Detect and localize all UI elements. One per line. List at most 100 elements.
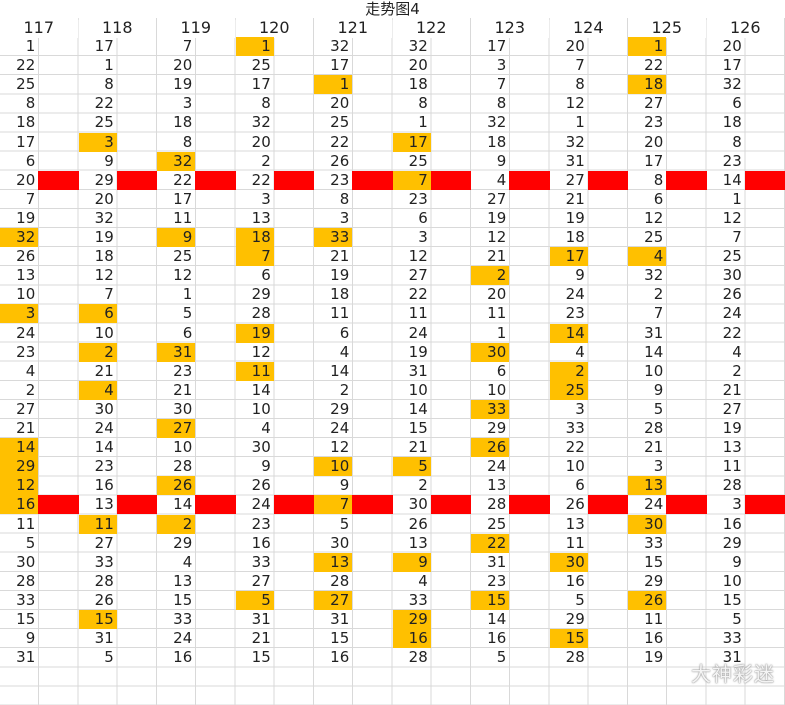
number: 11 [330, 304, 350, 323]
number: 19 [94, 228, 114, 246]
red-marker [509, 495, 550, 515]
highlighted-number: 7 [314, 495, 353, 515]
number: 32 [94, 208, 114, 227]
highlighted-number: 2 [471, 266, 510, 286]
number: 21 [408, 438, 428, 457]
number: 10 [565, 457, 585, 476]
number: 16 [644, 629, 664, 648]
number: 17 [722, 56, 742, 75]
number: 20 [173, 56, 193, 75]
number: 32 [408, 37, 428, 55]
period-header: 124 [549, 18, 627, 38]
highlighted-number: 31 [157, 342, 196, 362]
number: 7 [732, 228, 742, 246]
number: 10 [722, 571, 742, 590]
number: 31 [722, 648, 742, 667]
number: 20 [722, 37, 742, 55]
number: 7 [25, 189, 36, 208]
number: 14 [94, 438, 114, 457]
red-marker [430, 170, 471, 190]
number: 15 [408, 419, 428, 437]
number: 19 [722, 419, 742, 437]
number: 16 [251, 533, 271, 552]
highlighted-number: 11 [235, 361, 274, 381]
highlighted-number: 1 [628, 37, 667, 57]
number: 21 [94, 361, 114, 380]
highlighted-number: 1 [235, 37, 274, 57]
number: 22 [16, 56, 36, 75]
number: 4 [732, 342, 742, 361]
number: 8 [575, 75, 585, 94]
number: 29 [330, 399, 350, 418]
red-marker [666, 170, 707, 190]
number: 30 [330, 533, 350, 552]
highlighted-number: 4 [78, 380, 117, 400]
number: 6 [261, 266, 271, 285]
number: 29 [487, 419, 507, 437]
number: 7 [653, 304, 664, 323]
red-marker [273, 495, 314, 515]
number: 12 [722, 208, 742, 227]
number: 23 [722, 151, 742, 170]
highlighted-number: 17 [392, 132, 431, 152]
red-marker [430, 495, 471, 515]
highlighted-number: 16 [392, 629, 431, 649]
number: 32 [722, 75, 742, 94]
number: 26 [16, 247, 36, 266]
number: 20 [408, 56, 428, 75]
number: 3 [575, 399, 585, 418]
number: 7 [496, 75, 507, 94]
number: 10 [644, 361, 664, 380]
watermark: 大神彩迷 [691, 662, 775, 686]
number: 14 [722, 170, 742, 189]
number: 4 [339, 342, 350, 361]
highlighted-number: 10 [314, 457, 353, 477]
number: 4 [496, 170, 507, 189]
number: 1 [496, 323, 507, 342]
number: 5 [182, 304, 193, 323]
highlighted-number: 30 [549, 552, 588, 572]
number: 2 [261, 151, 271, 170]
number: 32 [487, 113, 507, 132]
number: 26 [251, 476, 271, 495]
number: 16 [722, 514, 742, 533]
number: 28 [565, 648, 585, 667]
number: 12 [487, 228, 507, 246]
number: 25 [722, 247, 742, 266]
number: 28 [644, 419, 664, 437]
number: 26 [408, 514, 428, 533]
number: 33 [251, 552, 271, 571]
period-header: 118 [78, 18, 156, 38]
red-marker [38, 495, 79, 515]
number: 8 [653, 170, 664, 189]
number: 24 [722, 304, 742, 323]
number: 6 [182, 323, 193, 342]
number: 1 [182, 285, 193, 304]
number: 1 [104, 56, 114, 75]
highlighted-number: 15 [78, 610, 117, 630]
number: 2 [653, 285, 664, 304]
number: 22 [330, 132, 350, 151]
number: 25 [644, 228, 664, 246]
number: 15 [330, 629, 350, 648]
number: 11 [408, 304, 428, 323]
number: 5 [653, 399, 664, 418]
number: 33 [16, 590, 36, 609]
number: 23 [251, 514, 271, 533]
red-marker [116, 495, 157, 515]
red-marker [116, 170, 157, 190]
number: 16 [94, 476, 114, 495]
number: 29 [251, 285, 271, 304]
number: 15 [251, 648, 271, 667]
red-marker [352, 495, 393, 515]
number: 10 [16, 285, 36, 304]
number: 23 [565, 304, 585, 323]
number: 31 [16, 648, 36, 667]
number: 5 [339, 514, 350, 533]
number: 3 [339, 208, 350, 227]
number: 10 [251, 399, 271, 418]
highlighted-number: 17 [549, 247, 588, 267]
number: 9 [575, 266, 585, 285]
number: 25 [487, 514, 507, 533]
highlighted-number: 33 [314, 228, 353, 248]
